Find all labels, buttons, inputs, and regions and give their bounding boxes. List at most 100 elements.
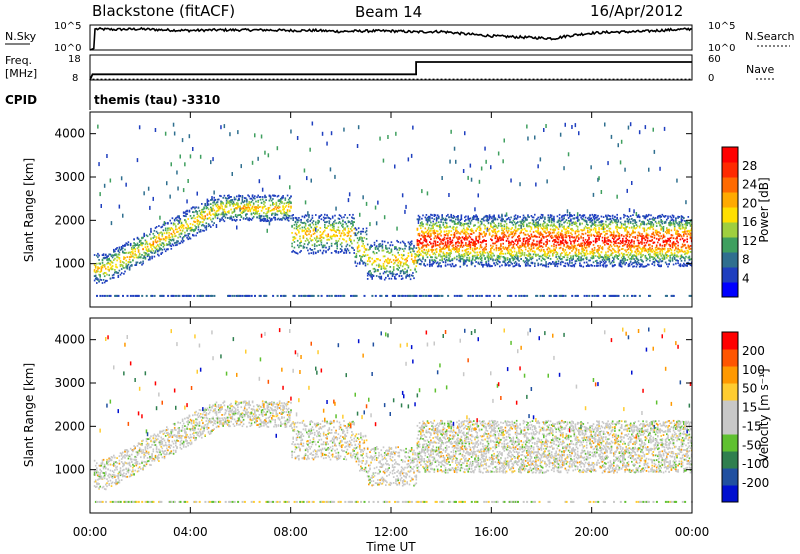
range-cell	[256, 216, 258, 219]
range-cell	[583, 261, 586, 264]
range-cell	[177, 294, 180, 297]
range-cell	[342, 226, 344, 228]
range-cell	[597, 219, 599, 221]
range-cell	[563, 256, 565, 259]
range-cell	[520, 254, 522, 257]
range-cell	[424, 260, 427, 262]
range-cell	[562, 238, 564, 240]
range-cell	[564, 231, 567, 234]
range-cell	[467, 224, 469, 227]
range-cell	[482, 265, 484, 268]
range-cell	[202, 217, 204, 220]
range-cell	[559, 232, 562, 235]
range-cell	[296, 219, 299, 221]
range-cell	[499, 235, 501, 238]
range-cell	[433, 213, 436, 216]
range-cell	[570, 240, 572, 243]
range-cell	[448, 193, 450, 197]
range-cell	[468, 259, 471, 261]
range-cell	[499, 257, 501, 260]
range-cell	[408, 275, 411, 278]
range-cell	[528, 247, 530, 250]
range-cell	[225, 197, 228, 200]
range-cell	[212, 217, 214, 220]
range-cell	[342, 294, 345, 297]
range-cell	[504, 264, 507, 267]
range-cell	[561, 252, 563, 254]
range-cell	[532, 235, 535, 238]
range-cell	[272, 194, 274, 197]
range-cell	[293, 294, 296, 297]
range-cell	[201, 294, 203, 297]
range-cell	[438, 221, 440, 224]
range-cell	[246, 216, 248, 219]
range-cell	[596, 294, 599, 297]
range-cell	[119, 273, 122, 276]
range-cell	[459, 259, 462, 262]
range-cell	[320, 218, 323, 221]
range-cell	[429, 260, 431, 263]
range-cell	[563, 214, 565, 217]
range-cell	[412, 248, 414, 250]
range-cell	[444, 256, 447, 258]
range-cell	[543, 250, 545, 253]
range-cell	[257, 207, 259, 210]
range-cell	[456, 223, 458, 225]
range-cell	[287, 201, 290, 204]
range-cell	[495, 258, 498, 260]
range-cell	[271, 219, 273, 221]
range-cell	[249, 204, 252, 206]
range-cell	[434, 222, 437, 225]
range-cell	[593, 223, 596, 226]
range-cell	[295, 233, 298, 236]
range-cell	[98, 267, 100, 270]
range-cell	[261, 219, 264, 222]
range-cell	[460, 216, 463, 220]
range-cell	[556, 253, 559, 255]
range-cell	[101, 264, 104, 267]
range-cell	[565, 235, 568, 237]
range-cell	[487, 219, 490, 222]
range-cell	[526, 254, 528, 256]
range-cell	[613, 264, 615, 267]
range-cell	[535, 182, 537, 187]
range-cell	[181, 224, 184, 226]
range-cell	[203, 211, 205, 213]
range-cell	[514, 240, 517, 242]
range-cell	[447, 245, 449, 248]
range-cell	[345, 222, 348, 225]
range-cell	[136, 244, 139, 246]
range-cell	[316, 237, 318, 240]
range-cell	[224, 211, 227, 214]
range-cell	[286, 213, 289, 216]
range-cell	[500, 225, 502, 228]
range-cell	[278, 199, 281, 201]
range-cell	[334, 235, 336, 238]
range-cell	[276, 210, 279, 213]
range-cell	[157, 248, 159, 251]
range-cell	[310, 235, 313, 238]
range-cell	[550, 263, 553, 265]
range-cell	[512, 223, 515, 226]
range-cell	[512, 243, 515, 246]
range-cell	[281, 218, 283, 220]
range-cell	[223, 215, 226, 217]
range-cell	[620, 261, 623, 264]
range-cell	[576, 240, 579, 242]
range-cell	[604, 243, 606, 246]
range-cell	[502, 235, 504, 238]
range-cell	[313, 247, 316, 250]
range-cell	[263, 203, 265, 206]
range-cell	[470, 233, 473, 235]
range-cell	[383, 260, 386, 263]
range-cell	[298, 219, 300, 222]
range-cell	[541, 294, 544, 297]
range-cell	[515, 230, 518, 232]
range-cell	[386, 248, 388, 250]
range-cell	[145, 240, 148, 243]
range-cell	[465, 242, 467, 244]
range-cell	[163, 244, 166, 246]
range-cell	[438, 244, 440, 247]
range-cell	[460, 257, 463, 260]
range-cell	[106, 256, 108, 259]
